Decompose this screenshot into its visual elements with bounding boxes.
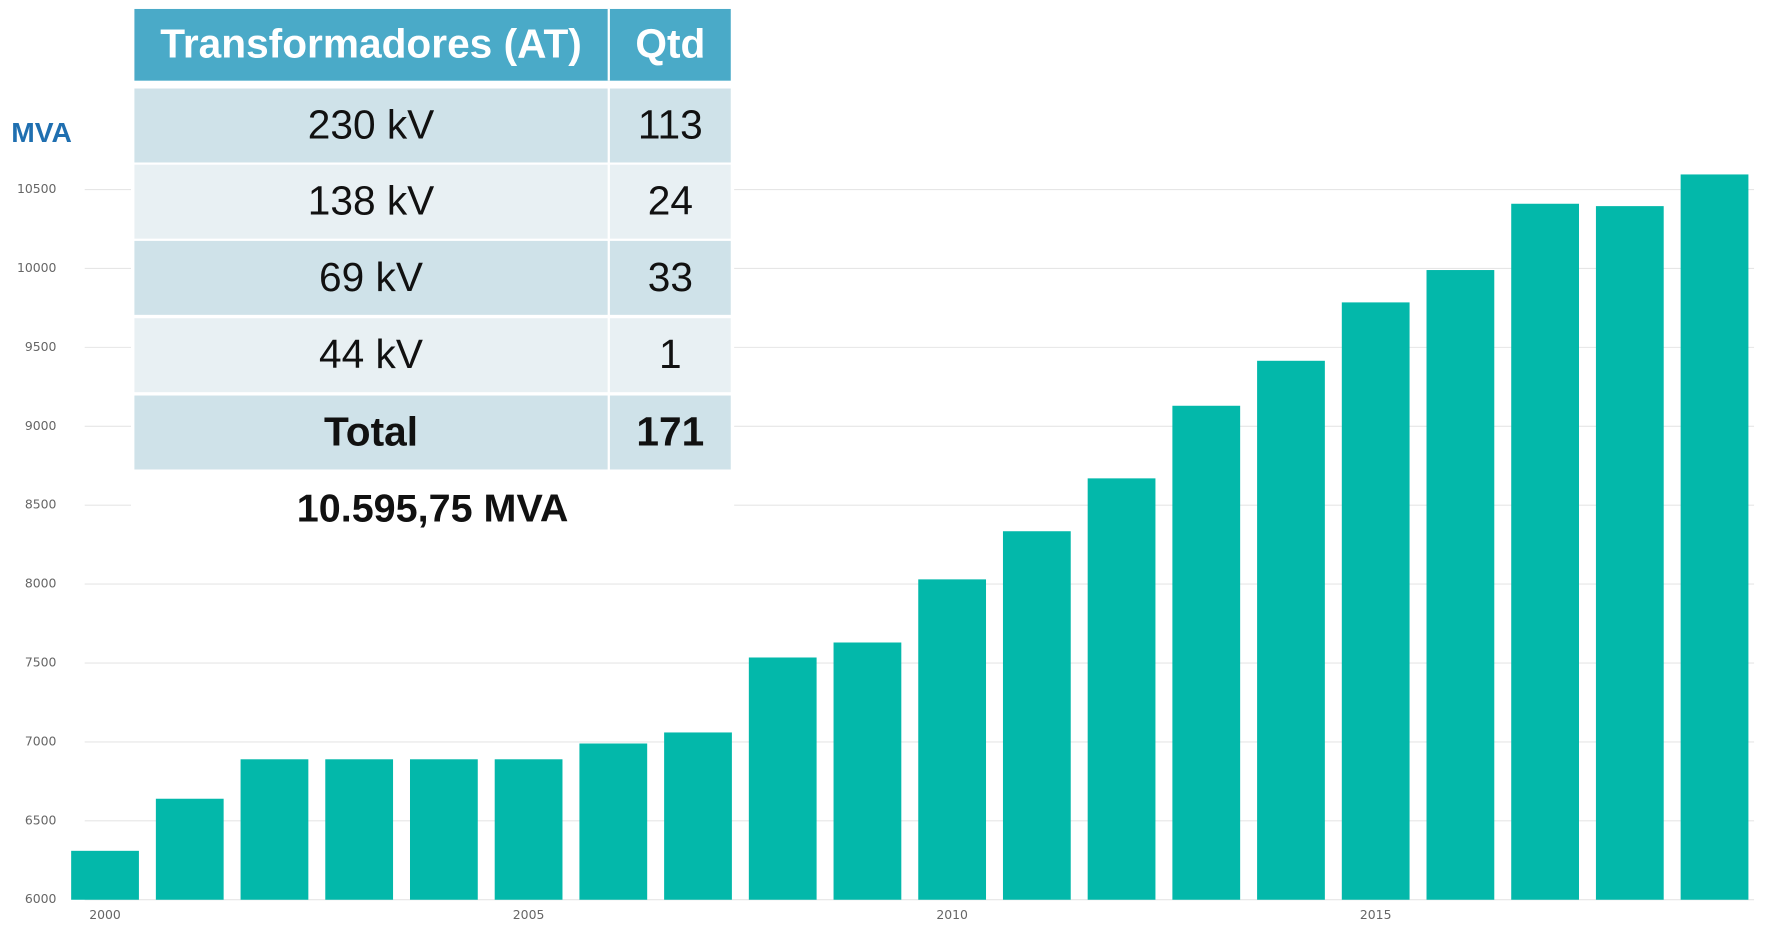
bar [748,657,817,900]
table-cell: 230 kV [308,102,435,148]
table-cell-bg [609,240,731,315]
table-cell-bg [609,164,731,239]
table-cell-bg [609,318,731,393]
y-tick-label: 8500 [25,498,57,512]
bar [71,850,139,900]
table-cell: 33 [648,254,693,300]
x-tick-label: 2010 [936,908,968,922]
bar [494,759,563,900]
table-cell: 113 [638,102,703,148]
y-axis-label: MVA [11,117,72,148]
y-tick-label: 7500 [25,656,57,670]
table-cell-bg [134,88,608,163]
table-cell-bg [609,88,731,163]
y-tick-label: 9000 [25,419,57,433]
table-header: Transformadores (AT) [160,21,582,67]
x-tick-label: 2015 [1360,908,1392,922]
table-cell: 44 kV [319,331,423,377]
table-cell: 24 [648,178,693,224]
bar [1595,206,1664,900]
table-header-bg [134,8,731,81]
table-cell: 138 kV [308,178,435,224]
bar [1172,405,1241,900]
table-cell-bg [609,395,731,470]
table-cell: 171 [636,409,704,455]
bar [325,759,394,900]
table-header: Qtd [635,21,705,67]
bar [155,798,224,900]
bar [1257,360,1325,900]
y-tick-label: 9500 [25,340,57,354]
bar [409,759,478,900]
table-cell-bg [134,318,608,393]
bar [1680,174,1749,900]
y-tick-label: 8000 [25,577,57,591]
table-cell-bg [134,164,608,239]
bar [1087,478,1156,900]
y-tick-label: 6000 [25,892,57,906]
bar [833,642,902,900]
y-tick-label: 10000 [17,261,57,275]
bar [1002,531,1071,900]
table-cell-bg [134,395,608,470]
table-cell-bg [134,240,608,315]
bar [579,743,648,900]
bar [1511,203,1579,900]
bar [1426,270,1495,900]
bar [240,759,309,900]
table-cell: 69 kV [319,254,423,300]
x-tick-label: 2000 [89,908,121,922]
y-tick-label: 6500 [25,813,57,827]
table-cell: Total [324,409,418,455]
y-tick-label: 7000 [25,734,57,748]
y-tick-label: 10500 [17,182,57,196]
x-tick-label: 2005 [513,908,545,922]
bar [664,732,732,900]
total-capacity: 10.595,75 MVA [297,486,569,530]
table-cell: 1 [659,331,682,377]
bar [1341,302,1410,900]
bar [918,579,987,900]
